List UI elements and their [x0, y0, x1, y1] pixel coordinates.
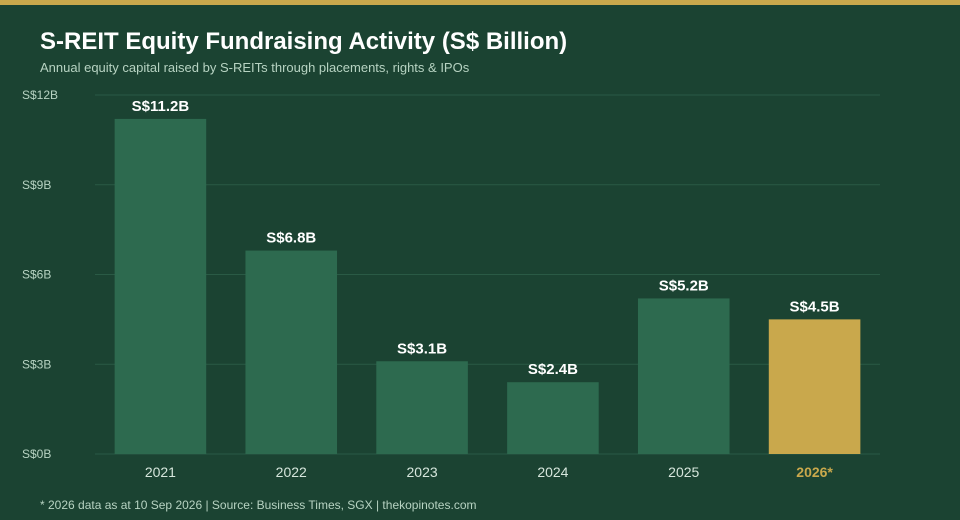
data-label: S$5.2B [659, 277, 709, 294]
y-tick-label: S$6B [22, 268, 51, 282]
y-axis-ticks: S$0B S$3B S$6B S$9B S$12B [22, 88, 58, 461]
top-accent-bar [0, 0, 960, 5]
x-tick-label: 2021 [145, 464, 176, 480]
x-tick-label: 2022 [276, 464, 307, 480]
x-tick-label: 2023 [407, 464, 438, 480]
y-tick-label: S$9B [22, 178, 51, 192]
chart-subtitle: Annual equity capital raised by S-REITs … [40, 60, 470, 75]
gridlines [95, 94, 880, 455]
bar-2026 [768, 319, 861, 454]
data-label: S$4.5B [790, 298, 840, 315]
data-label: S$6.8B [266, 230, 316, 247]
data-label: S$2.4B [528, 361, 578, 378]
footnote: * 2026 data as at 10 Sep 2026 | Source: … [40, 498, 477, 512]
x-tick-label: 2025 [668, 464, 699, 480]
data-label: S$11.2B [132, 98, 190, 115]
bars [114, 118, 861, 454]
y-tick-label: S$0B [22, 447, 51, 461]
x-tick-label: 2024 [537, 464, 568, 480]
bar-2022 [245, 250, 338, 454]
bar-2024 [507, 382, 599, 454]
bar-2021 [114, 118, 207, 454]
bar-2025 [637, 298, 730, 454]
y-tick-label: S$3B [22, 357, 51, 371]
x-axis-ticks: 2021 2022 2023 2024 2025 2026* [145, 464, 834, 480]
x-tick-label: 2026* [796, 464, 833, 480]
data-labels: S$11.2B S$6.8B S$3.1B S$2.4B S$5.2B S$4.5B [132, 98, 840, 378]
bar-2023 [376, 361, 468, 454]
chart-title: S-REIT Equity Fundraising Activity (S$ B… [40, 28, 568, 55]
data-label: S$3.1B [397, 340, 447, 357]
y-tick-label: S$12B [22, 88, 58, 102]
